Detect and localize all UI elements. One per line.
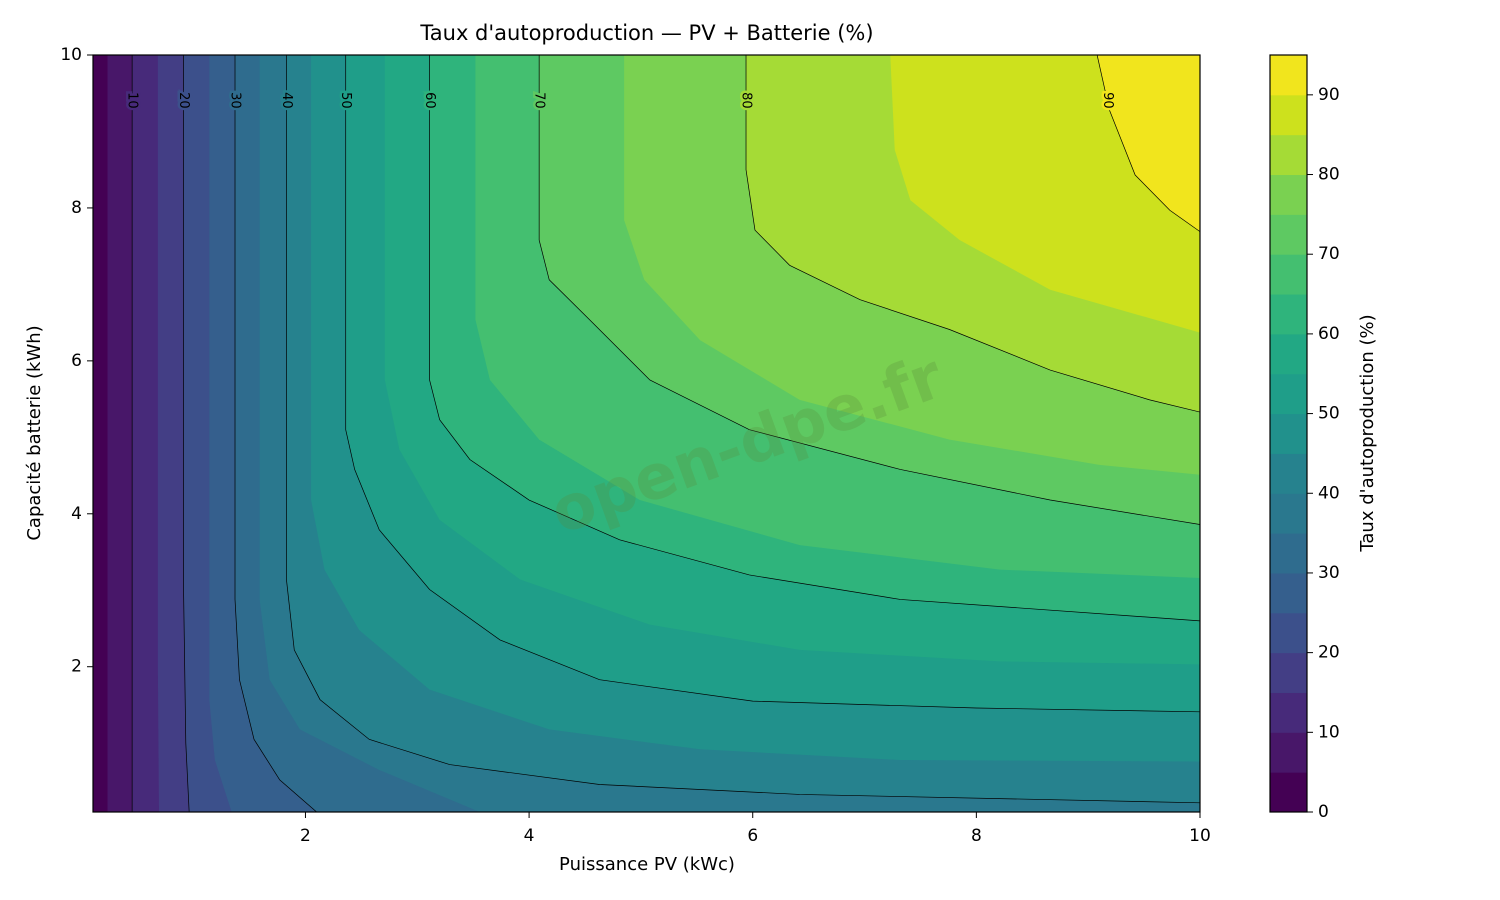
y-axis-label: Capacité batterie (kWh)	[24, 325, 45, 540]
x-tick-label: 2	[300, 826, 311, 846]
colorbar-tick-label: 60	[1318, 324, 1340, 344]
contour-label: 10	[125, 92, 140, 109]
contour-line	[429, 55, 1200, 622]
contour-label: 60	[422, 92, 437, 109]
contour-line	[345, 55, 1200, 713]
y-tick-label: 6	[71, 351, 82, 371]
contour-label: 90	[1100, 92, 1115, 109]
plot-frame	[92, 54, 1201, 813]
colorbar-tick-label: 30	[1318, 563, 1340, 583]
colorbar-tick-label: 90	[1318, 85, 1340, 105]
colorbar-band	[1270, 134, 1307, 176]
colorbar-band	[1270, 373, 1307, 415]
y-tick-label: 4	[71, 504, 82, 524]
colorbar-band	[1270, 94, 1307, 136]
colorbar-tick-label: 50	[1318, 404, 1340, 424]
chart-title: Taux d'autoproduction — PV + Batterie (%…	[419, 21, 873, 45]
contour-label: 80	[739, 92, 754, 109]
contour-line	[286, 55, 1200, 804]
x-tick-label: 6	[747, 826, 758, 846]
y-tick-label: 2	[71, 657, 82, 677]
contour-label: 70	[532, 92, 547, 109]
x-tick-label: 8	[971, 826, 982, 846]
colorbar-tick-label: 20	[1318, 643, 1340, 663]
contour-line	[538, 55, 1200, 525]
colorbar-band	[1270, 294, 1307, 335]
contour-line	[234, 55, 317, 812]
colorbar-band	[1270, 254, 1307, 295]
overlay: 2 4 6 8 10 2 4 6 8 10 0 10 20 30 40 50 60 70 80 90	[60, 45, 1339, 846]
contour-label: 20	[176, 92, 191, 109]
y-tick-label: 8	[71, 198, 82, 218]
colorbar-label: Taux d'autoproduction (%)	[1357, 314, 1378, 552]
x-tick-label: 10	[1189, 826, 1211, 846]
colorbar-band	[1270, 652, 1307, 693]
contour-label: 40	[279, 92, 294, 109]
contour-fills: 10 20 30 40 50 60 70 80 90	[93, 55, 1200, 812]
colorbar-band	[1270, 174, 1307, 215]
colorbar-band	[1270, 493, 1307, 534]
colorbar-band	[1270, 732, 1307, 773]
colorbar-tick-label: 0	[1318, 802, 1329, 822]
contour-band	[1097, 55, 1200, 232]
colorbar-band	[1270, 333, 1307, 375]
contour-label: 30	[228, 92, 243, 109]
colorbar-band	[1270, 214, 1307, 255]
colorbar-frame	[1269, 54, 1308, 813]
colorbar-tick-label: 70	[1318, 244, 1340, 264]
contour-line	[745, 55, 1200, 413]
colorbar-band	[1270, 692, 1307, 733]
contour-line	[183, 55, 190, 812]
colorbar-band	[1270, 772, 1307, 813]
colorbar-band	[1270, 612, 1307, 654]
contour-line	[1096, 55, 1200, 232]
colorbar-tick-label: 10	[1318, 722, 1340, 742]
x-tick-label: 4	[524, 826, 535, 846]
colorbar-band	[1270, 572, 1307, 614]
x-axis-label: Puissance PV (kWc)	[559, 854, 735, 875]
y-tick-label: 10	[60, 45, 82, 65]
colorbar-tick-label: 40	[1318, 483, 1340, 503]
colorbar-band	[1270, 55, 1307, 96]
colorbar-band	[1270, 453, 1307, 494]
colorbar-band	[1270, 533, 1307, 574]
colorbar-band	[1270, 413, 1307, 454]
colorbar-tick-label: 80	[1318, 165, 1340, 185]
contour-label: 50	[338, 92, 353, 109]
